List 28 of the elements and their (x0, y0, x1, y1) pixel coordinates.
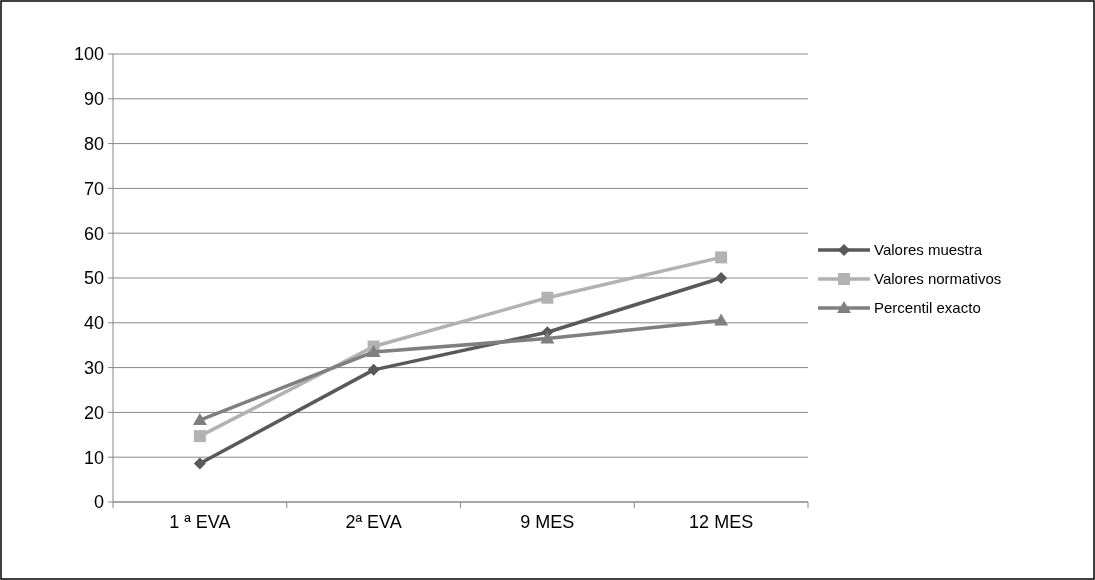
point (714, 313, 729, 326)
legend-label: Percentil exacto (874, 299, 981, 317)
x-tick-label: 9 MES (520, 512, 575, 532)
legend-label: Valores muestra (874, 241, 983, 259)
y-tick-label: 60 (83, 223, 104, 244)
y-tick-label: 40 (83, 313, 104, 334)
y-tick-label: 0 (93, 492, 104, 513)
x-tick-label: 12 MES (689, 512, 754, 532)
point (541, 291, 554, 304)
x-tick-label: 1 ª EVA (169, 512, 231, 532)
y-tick-label: 30 (83, 357, 104, 378)
point (715, 272, 728, 284)
point (367, 363, 380, 376)
x-tick-label: 2ª EVA (345, 512, 402, 532)
y-tick-label: 100 (73, 44, 104, 65)
y-tick-label: 70 (83, 178, 104, 199)
y-tick-label: 10 (83, 447, 104, 468)
y-tick-label: 20 (83, 402, 104, 423)
point (193, 430, 206, 443)
point (715, 251, 728, 264)
y-tick-label: 80 (83, 133, 104, 154)
y-tick-label: 90 (83, 89, 104, 110)
point (192, 413, 207, 426)
point (193, 457, 206, 470)
point (366, 344, 381, 357)
legend-label: Valores normativos (874, 270, 1002, 288)
y-tick-label: 50 (83, 268, 104, 289)
point (540, 331, 555, 344)
